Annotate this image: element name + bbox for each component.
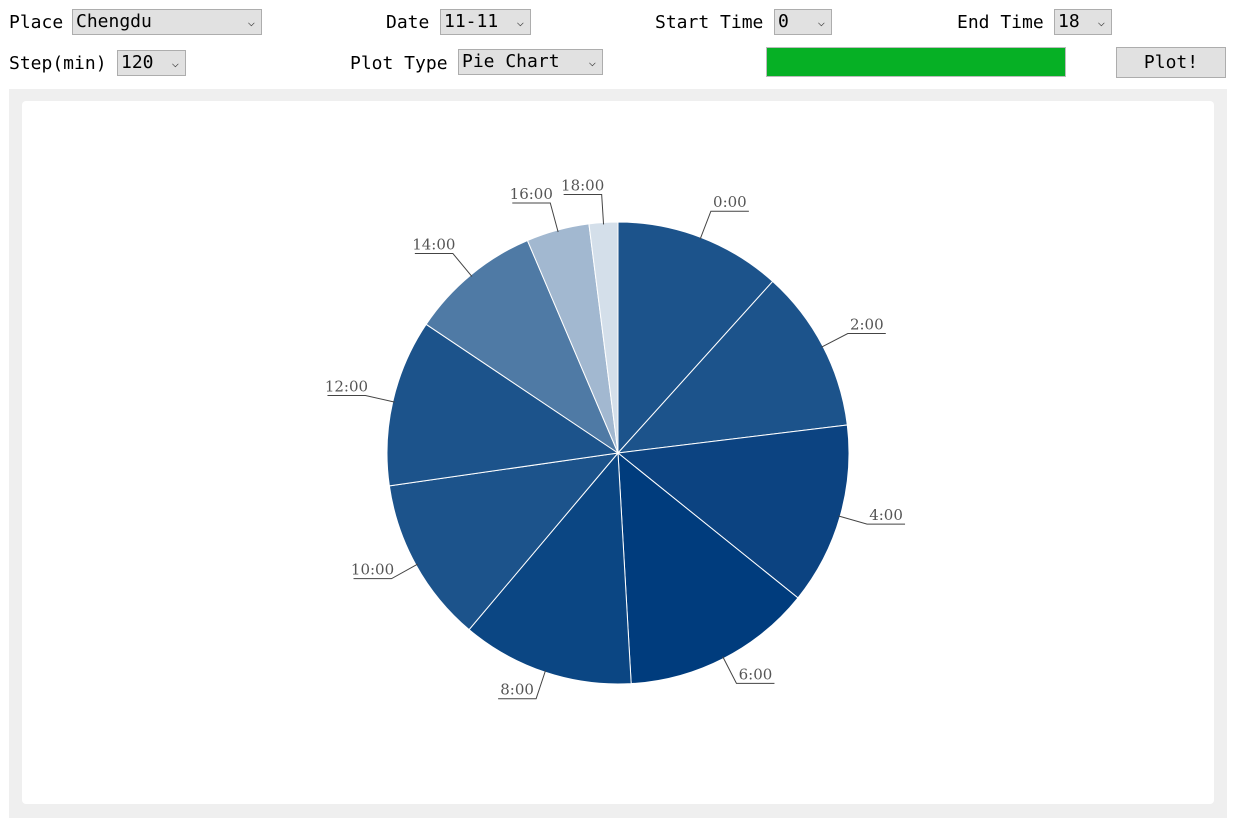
chevron-down-icon: ⌵ <box>516 15 524 29</box>
pie-slice-label: 8:00 <box>500 681 534 699</box>
pie-leader-line <box>512 202 559 233</box>
chevron-down-icon: ⌵ <box>247 15 255 29</box>
date-value: 11-11 <box>444 11 499 32</box>
pie-leader-line <box>563 194 605 225</box>
pie-slice-label: 14:00 <box>412 235 455 253</box>
pie-slice-label: 0:00 <box>713 193 747 211</box>
date-label: Date <box>386 12 430 33</box>
pie-leader-line <box>414 252 473 277</box>
pie-leader-line <box>820 333 886 348</box>
start-time-dropdown[interactable]: 0 ⌵ <box>774 9 832 35</box>
pie-leader-line <box>353 563 419 580</box>
pie-slice-label: 6:00 <box>739 665 773 683</box>
place-dropdown[interactable]: Chengdu ⌵ <box>72 9 262 35</box>
plot-type-value: Pie Chart <box>462 51 560 72</box>
date-dropdown[interactable]: 11-11 ⌵ <box>440 9 531 35</box>
pie-leader-line <box>722 656 775 684</box>
pie-slice-label: 2:00 <box>850 316 884 334</box>
pie-leader-line <box>327 394 395 403</box>
pie-slice-label: 18:00 <box>561 177 604 195</box>
end-time-label: End Time <box>957 12 1044 33</box>
place-value: Chengdu <box>76 11 152 32</box>
place-label: Place <box>9 12 64 33</box>
chevron-down-icon: ⌵ <box>817 15 825 29</box>
pie-slice-label: 4:00 <box>869 506 903 524</box>
step-label: Step(min) <box>9 53 107 74</box>
plot-type-label: Plot Type <box>350 53 448 74</box>
pie-leader-line <box>838 515 906 525</box>
chevron-down-icon: ⌵ <box>171 56 179 70</box>
start-time-label: Start Time <box>655 12 764 33</box>
pie-slice-label: 10:00 <box>351 561 394 579</box>
pie-leader-line <box>498 670 547 700</box>
plot-type-dropdown[interactable]: Pie Chart ⌵ <box>458 49 603 75</box>
pie-slice-label: 16:00 <box>510 185 553 203</box>
end-time-dropdown[interactable]: 18 ⌵ <box>1054 9 1112 35</box>
chevron-down-icon: ⌵ <box>1097 15 1105 29</box>
pie-leader-line <box>699 210 749 240</box>
progress-bar <box>766 47 1066 77</box>
plot-button[interactable]: Plot! <box>1116 47 1226 78</box>
progress-fill <box>767 48 1065 76</box>
start-time-value: 0 <box>778 11 789 32</box>
end-time-value: 18 <box>1058 11 1080 32</box>
step-value: 120 <box>121 52 154 73</box>
chevron-down-icon: ⌵ <box>588 55 596 69</box>
step-dropdown[interactable]: 120 ⌵ <box>117 50 186 76</box>
pie-slice-label: 12:00 <box>325 377 368 395</box>
